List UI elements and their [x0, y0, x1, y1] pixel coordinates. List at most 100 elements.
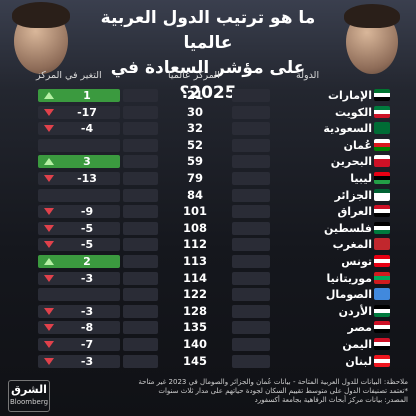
flag-icon	[374, 188, 390, 201]
table-row: -4 32 السعودية	[0, 121, 416, 136]
divider-cell	[123, 138, 158, 152]
divider-cell	[232, 138, 270, 152]
divider-cell	[123, 354, 158, 368]
table-row: -17 30 الكويت	[0, 105, 416, 120]
change-cell: 1	[38, 89, 120, 102]
rank-value: 32	[186, 121, 203, 136]
change-cell: -4	[38, 122, 120, 136]
divider-cell	[123, 122, 158, 136]
rank-value: 59	[186, 154, 203, 169]
footnote-3: المصدر: بيانات مركز أبحاث الرفاهية بجامع…	[254, 396, 408, 404]
column-headers: التغير في المركز المركز عالميا الدولة	[0, 70, 416, 84]
flag-icon	[374, 255, 390, 267]
table-row: -5 112 المغرب	[0, 237, 416, 252]
divider-cell	[232, 304, 270, 318]
down-arrow-icon	[44, 357, 54, 365]
title-line-2: على مؤشر السعادة في 2025؟	[110, 58, 306, 103]
down-arrow-icon	[44, 175, 54, 182]
change-cell: -13	[38, 172, 120, 185]
change-value: 2	[83, 255, 91, 268]
country-name: ليبيا	[350, 172, 372, 185]
country-name: السعودية	[323, 122, 372, 136]
table-row: -7 140 اليمن	[0, 337, 416, 352]
divider-cell	[232, 321, 270, 335]
change-cell: -17	[38, 105, 120, 119]
flag-icon	[374, 271, 390, 284]
divider-cell	[232, 288, 270, 302]
divider-cell	[123, 221, 158, 235]
flag-icon	[374, 155, 390, 168]
divider-cell	[123, 89, 158, 102]
table-row: -9 101 العراق	[0, 204, 416, 219]
table-row: 3 59 البحرين	[0, 154, 416, 169]
divider-cell	[123, 255, 158, 268]
change-value: -17	[77, 105, 97, 119]
rank-value: 140	[182, 337, 207, 351]
divider-cell	[232, 105, 270, 119]
divider-cell	[123, 271, 158, 285]
table-row: 84 الجزائر	[0, 188, 416, 203]
country-name: مصر	[347, 321, 373, 335]
change-value: -4	[80, 122, 94, 136]
table-row: 2 113 تونس	[0, 254, 416, 269]
flag-icon	[374, 105, 390, 118]
change-cell: -3	[38, 304, 120, 318]
flag-icon	[374, 122, 390, 135]
change-cell: -3	[38, 354, 120, 368]
change-value: -3	[80, 271, 94, 285]
country-name: الصومال	[325, 288, 372, 302]
change-value: -5	[80, 221, 94, 235]
up-arrow-icon	[44, 92, 54, 99]
country-name: لبنان	[345, 354, 372, 368]
country-name: فلسطين	[324, 221, 372, 235]
divider-cell	[123, 238, 158, 252]
down-arrow-icon	[44, 208, 54, 216]
divider-cell	[123, 321, 158, 335]
change-value: -5	[80, 238, 94, 252]
divider-cell	[232, 271, 270, 285]
country-name: الكويت	[335, 105, 372, 119]
rank-value: 128	[182, 303, 207, 318]
divider-cell	[123, 172, 158, 185]
country-name: الإمارات	[327, 89, 372, 102]
country-name: موريتانيا	[326, 271, 372, 285]
divider-cell	[123, 205, 158, 219]
divider-cell	[232, 255, 270, 268]
country-name: المغرب	[332, 238, 372, 252]
flag-icon	[374, 89, 390, 101]
change-value: 1	[83, 89, 91, 102]
down-arrow-icon	[44, 324, 54, 332]
change-cell: -3	[38, 271, 120, 285]
header-country: الدولة	[296, 70, 320, 81]
rank-value: 52	[186, 137, 203, 152]
change-value: -13	[77, 172, 97, 185]
table-row: -5 108 فلسطين	[0, 221, 416, 236]
logo-top-text: الشرق	[11, 383, 47, 396]
flag-icon	[374, 338, 390, 350]
change-cell: -5	[38, 221, 120, 235]
change-value: -8	[80, 321, 94, 335]
change-cell: -8	[38, 321, 120, 335]
country-name: الجزائر	[334, 188, 372, 202]
rank-value: 112	[182, 237, 207, 252]
down-arrow-icon	[44, 341, 54, 348]
table-row: 52 عُمان	[0, 138, 416, 153]
divider-cell	[232, 205, 270, 219]
table-row: -3 128 الأردن	[0, 304, 416, 319]
divider-cell	[123, 288, 158, 302]
rank-value: 145	[182, 353, 207, 368]
header-rank: المركز عالميا	[168, 70, 220, 81]
divider-cell	[232, 238, 270, 252]
divider-cell	[232, 354, 270, 368]
flag-icon	[374, 238, 390, 251]
change-cell: -7	[38, 338, 120, 351]
divider-cell	[123, 304, 158, 318]
rank-value: 114	[182, 270, 207, 285]
up-arrow-icon	[44, 158, 54, 166]
change-value: -7	[80, 338, 94, 351]
divider-cell	[123, 188, 158, 202]
footnotes: ملاحظة: البيانات للدول العربية المتاحة -…	[60, 378, 408, 405]
change-cell	[38, 138, 120, 152]
chart-title: ما هو ترتيب الدول العربية عالميا على مؤش…	[80, 6, 336, 106]
